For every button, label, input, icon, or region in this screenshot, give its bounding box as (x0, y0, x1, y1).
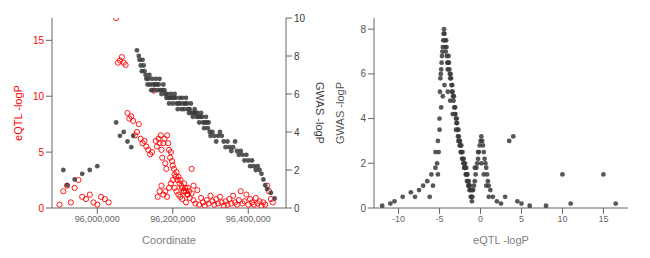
svg-text:10: 10 (557, 214, 567, 224)
svg-text:10: 10 (33, 91, 45, 102)
svg-text:6: 6 (294, 89, 300, 100)
svg-text:15: 15 (33, 35, 45, 46)
svg-text:8: 8 (360, 24, 366, 35)
svg-text:4: 4 (294, 127, 300, 138)
svg-text:-10: -10 (392, 214, 405, 224)
svg-text:8: 8 (294, 51, 300, 62)
svg-text:0: 0 (38, 203, 44, 214)
svg-text:96,200,000: 96,200,000 (150, 214, 195, 224)
svg-text:10: 10 (294, 13, 306, 24)
svg-text:0: 0 (294, 203, 300, 214)
svg-text:eQTL -logP: eQTL -logP (12, 85, 24, 141)
svg-text:eQTL -logP: eQTL -logP (473, 234, 529, 246)
svg-text:0: 0 (478, 214, 483, 224)
svg-text:Coordinate: Coordinate (142, 234, 196, 246)
svg-text:2: 2 (360, 158, 366, 169)
svg-text:4: 4 (360, 113, 366, 124)
svg-text:5: 5 (519, 214, 524, 224)
svg-text:GWAS -logP: GWAS -logP (314, 82, 326, 144)
svg-text:96,400,000: 96,400,000 (226, 214, 271, 224)
svg-text:6: 6 (360, 68, 366, 79)
svg-text:96,000,000: 96,000,000 (75, 214, 120, 224)
svg-text:GWAS -logP: GWAS -logP (334, 82, 346, 144)
svg-text:5: 5 (38, 147, 44, 158)
svg-text:15: 15 (598, 214, 608, 224)
svg-text:0: 0 (360, 203, 366, 214)
svg-text:2: 2 (294, 165, 300, 176)
svg-text:-5: -5 (436, 214, 444, 224)
